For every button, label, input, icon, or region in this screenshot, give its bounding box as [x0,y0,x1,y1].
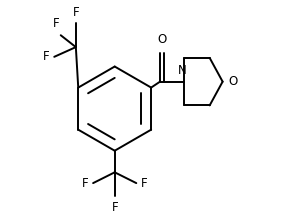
Text: F: F [111,201,118,214]
Text: N: N [178,64,187,77]
Text: F: F [141,177,148,190]
Text: F: F [82,177,88,190]
Text: F: F [43,50,50,63]
Text: O: O [228,75,237,88]
Text: F: F [53,17,60,31]
Text: F: F [72,6,79,19]
Text: O: O [157,33,167,46]
